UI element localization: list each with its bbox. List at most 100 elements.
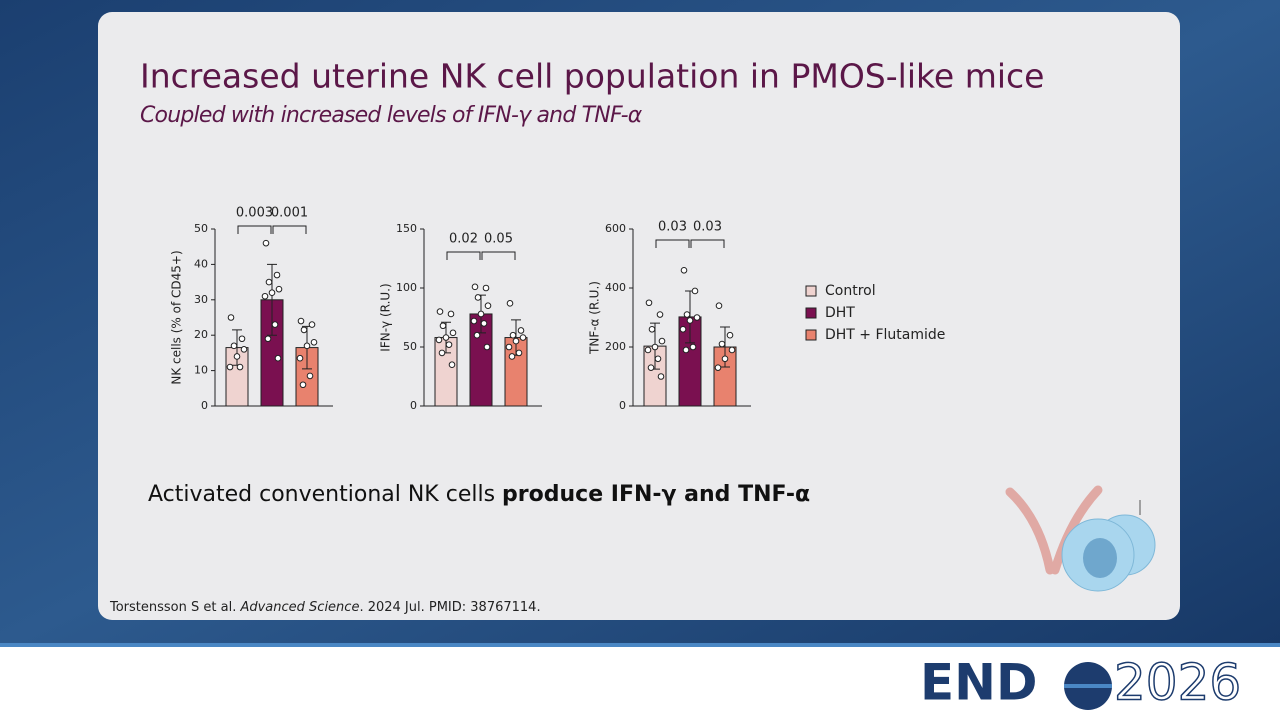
y-tick-label: 400 — [605, 281, 626, 294]
data-point — [297, 317, 305, 325]
body-regular: Activated conventional NK cells — [148, 482, 502, 507]
data-point — [715, 302, 723, 310]
data-point — [505, 343, 513, 351]
data-point — [693, 314, 701, 321]
data-point — [230, 342, 238, 350]
p-value: 0.02 — [449, 232, 478, 247]
data-point — [679, 326, 687, 333]
data-point — [273, 271, 281, 279]
y-tick-label: 20 — [194, 328, 208, 341]
body-bold: produce IFN-γ and TNF-α — [502, 482, 810, 507]
data-point — [438, 349, 446, 357]
data-point — [264, 335, 272, 343]
data-point — [517, 327, 525, 334]
y-tick-label: 0 — [201, 399, 208, 412]
logo: END 2026 — [920, 653, 1242, 713]
data-point — [233, 353, 241, 360]
data-point — [689, 343, 697, 351]
data-point — [471, 283, 479, 291]
data-point — [482, 284, 490, 292]
subtitle: Coupled with increased levels of IFN-γ a… — [140, 103, 643, 128]
data-point — [519, 334, 527, 341]
logo-left: END — [920, 654, 1038, 712]
p-value: 0.001 — [271, 206, 308, 221]
data-point — [647, 364, 655, 371]
data-point — [262, 239, 270, 247]
data-point — [268, 289, 276, 297]
p-value: 0.03 — [658, 220, 687, 235]
data-point — [718, 340, 726, 348]
data-point — [509, 331, 517, 339]
data-point — [477, 310, 485, 318]
data-point — [714, 364, 722, 371]
data-point — [728, 346, 736, 354]
y-tick-label: 10 — [194, 364, 208, 377]
data-point — [265, 278, 273, 286]
data-point — [445, 341, 453, 348]
legend-swatch — [805, 307, 817, 319]
p-value: 0.05 — [484, 232, 513, 247]
data-point — [515, 349, 523, 357]
data-point — [691, 287, 699, 295]
significance-bracket — [690, 239, 725, 248]
legend-label: Control — [825, 283, 876, 299]
significance-bracket — [446, 251, 481, 260]
y-tick-label: 0 — [410, 399, 417, 412]
citation-rest: . 2024 Jul. PMID: 38767114. — [359, 600, 540, 615]
y-tick-label: 600 — [605, 222, 626, 235]
data-point — [682, 346, 690, 354]
data-point — [442, 334, 450, 341]
data-point — [299, 381, 307, 389]
data-point — [310, 338, 318, 346]
data-point — [657, 373, 665, 380]
citation-authors: Torstensson S et al. — [109, 600, 240, 615]
data-point — [473, 331, 481, 339]
data-point — [658, 337, 666, 345]
data-point — [449, 329, 457, 337]
y-tick-label: 30 — [194, 293, 208, 306]
data-point — [447, 310, 455, 318]
legend-label: DHT — [825, 305, 855, 321]
data-point — [439, 322, 447, 330]
data-point — [296, 354, 304, 362]
p-value: 0.03 — [693, 220, 722, 235]
data-point — [654, 355, 662, 363]
data-point — [512, 337, 520, 345]
data-point — [644, 346, 652, 354]
significance-bracket — [481, 251, 516, 260]
data-point — [271, 321, 279, 328]
data-point — [470, 317, 478, 325]
data-point — [726, 331, 734, 339]
illustration — [1005, 485, 1156, 592]
citation-journal: Advanced Science — [239, 600, 359, 615]
data-point — [506, 300, 514, 307]
legend-label: DHT + Flutamide — [825, 327, 945, 343]
title: Increased uterine NK cell population in … — [140, 57, 1044, 96]
y-tick-label: 40 — [194, 257, 208, 270]
data-point — [721, 355, 729, 363]
y-tick-label: 150 — [396, 222, 417, 235]
y-axis-label: NK cells (% of CD45+) — [170, 250, 184, 384]
data-point — [480, 320, 488, 327]
data-point — [680, 267, 688, 274]
data-point — [508, 353, 516, 360]
data-point — [226, 363, 234, 371]
y-tick-label: 50 — [194, 222, 208, 235]
data-point — [238, 335, 246, 343]
data-point — [645, 299, 653, 307]
data-point — [483, 343, 491, 351]
significance-bracket — [655, 239, 690, 248]
y-axis-label: TNF-α (R.U.) — [588, 281, 602, 355]
data-point — [274, 354, 282, 362]
legend-swatch — [805, 285, 817, 297]
data-point — [240, 346, 248, 353]
legend-swatch — [805, 329, 817, 341]
data-point — [686, 317, 694, 324]
data-point — [306, 372, 314, 380]
y-tick-label: 200 — [605, 340, 626, 353]
data-point — [303, 342, 311, 350]
data-point — [683, 311, 691, 318]
data-point — [484, 302, 492, 310]
data-point — [236, 363, 244, 371]
significance-bracket — [237, 225, 272, 234]
